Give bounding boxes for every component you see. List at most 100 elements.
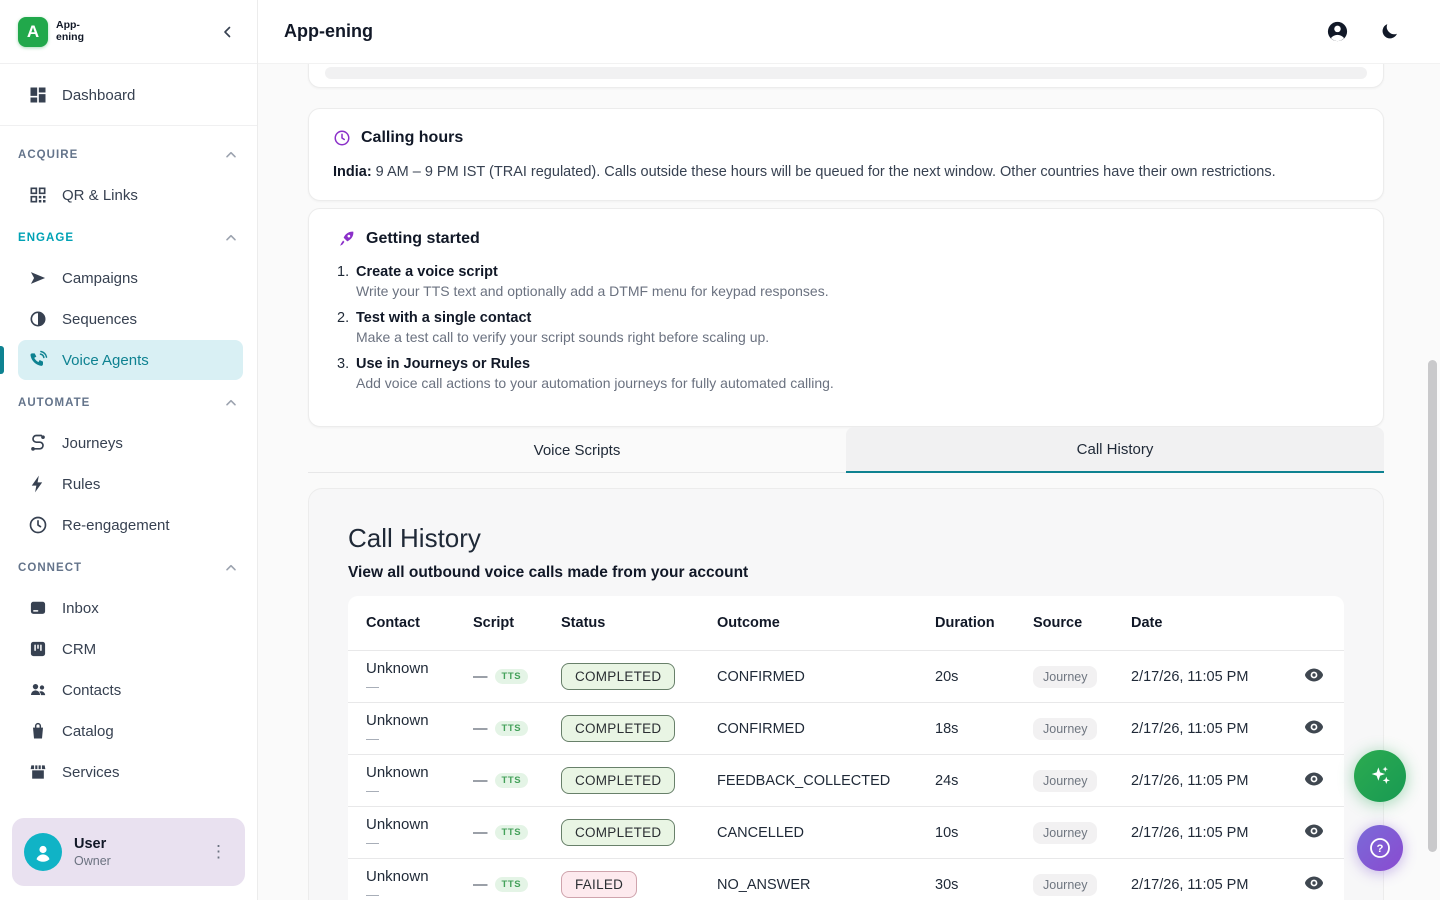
kanban-icon [28, 639, 48, 659]
sidebar-item-qr-links[interactable]: QR & Links [18, 175, 243, 215]
user-avatar [24, 833, 62, 871]
step-number: 1. [337, 264, 356, 280]
topbar: App-ening [258, 0, 1440, 64]
tab-label: Voice Scripts [534, 442, 621, 459]
sidebar-item-journeys[interactable]: Journeys [18, 423, 243, 463]
column-header-status: Status [561, 615, 717, 631]
send-icon [28, 268, 48, 288]
page-title: App-ening [284, 21, 373, 42]
clock-icon [333, 129, 351, 147]
sidebar-item-label: QR & Links [62, 187, 138, 204]
ai-assistant-button[interactable] [1354, 750, 1406, 802]
calling-hours-label: India: [333, 164, 372, 180]
status-badge: FAILED [561, 871, 637, 898]
getting-started-step: 3.Use in Journeys or Rules Add voice cal… [337, 356, 1355, 391]
duration-value: 20s [935, 669, 1033, 685]
column-header-duration: Duration [935, 615, 1033, 631]
sidebar-item-catalog[interactable]: Catalog [18, 711, 243, 751]
sidebar-item-contacts[interactable]: Contacts [18, 670, 243, 710]
sidebar-item-campaigns[interactable]: Campaigns [18, 258, 243, 298]
scrollbar-thumb[interactable] [1428, 360, 1437, 852]
sequences-icon [28, 309, 48, 329]
sidebar-item-crm[interactable]: CRM [18, 629, 243, 669]
duration-value: 18s [935, 721, 1033, 737]
sidebar-item-label: Inbox [62, 600, 99, 617]
getting-started-steps: 1.Create a voice script Write your TTS t… [337, 264, 1355, 391]
view-call-button[interactable] [1302, 871, 1326, 895]
view-call-button[interactable] [1302, 663, 1326, 687]
eye-icon [1302, 819, 1326, 843]
tts-badge: TTS [495, 877, 529, 892]
tab-call-history[interactable]: Call History [846, 427, 1384, 473]
appointments-icon [28, 803, 48, 804]
help-button[interactable]: ? [1357, 825, 1403, 871]
sidebar-item-label: Voice Agents [62, 352, 149, 369]
inbox-icon [28, 598, 48, 618]
tts-badge: TTS [495, 825, 529, 840]
tab-label: Call History [1077, 441, 1154, 458]
contact-name: Unknown [366, 816, 473, 833]
sidebar-item-voice-agents[interactable]: Voice Agents [18, 340, 243, 380]
view-call-button[interactable] [1302, 819, 1326, 843]
table-row: Unknown — —TTS COMPLETED CONFIRMED 20s J… [348, 650, 1344, 702]
sidebar-item-rules[interactable]: Rules [18, 464, 243, 504]
sidebar-item-appointments[interactable]: Appointments [18, 793, 243, 804]
sidebar-item-label: Catalog [62, 723, 114, 740]
tab-voice-scripts[interactable]: Voice Scripts [308, 427, 846, 473]
user-card[interactable]: User Owner ⋮ [12, 818, 245, 886]
sidebar-item-inbox[interactable]: Inbox [18, 588, 243, 628]
status-badge: COMPLETED [561, 767, 675, 794]
eye-icon [1302, 715, 1326, 739]
status-badge: COMPLETED [561, 663, 675, 690]
moon-icon[interactable] [1379, 21, 1400, 42]
divider [0, 125, 257, 126]
view-call-button[interactable] [1302, 715, 1326, 739]
contact-sub: — [366, 887, 473, 900]
source-badge: Journey [1033, 874, 1097, 896]
contacts-icon [28, 680, 48, 700]
outcome-value: NO_ANSWER [717, 877, 935, 893]
getting-started-step: 1.Create a voice script Write your TTS t… [337, 264, 1355, 299]
sparkles-icon [1367, 763, 1393, 789]
sidebar-item-label: Dashboard [62, 87, 135, 104]
sidebar-section-acquire[interactable]: ACQUIRE [0, 136, 257, 174]
partial-card [308, 64, 1384, 88]
table-row: Unknown — — TTS FAILED NO_ANSWER 30s Jour… [348, 858, 1344, 900]
sidebar-collapse-button[interactable] [219, 23, 237, 41]
sidebar-item-sequences[interactable]: Sequences [18, 299, 243, 339]
view-call-button[interactable] [1302, 767, 1326, 791]
chevron-up-icon [223, 560, 239, 576]
duration-value: 10s [935, 825, 1033, 841]
contact-name: Unknown [366, 660, 473, 677]
script-name: — [473, 877, 488, 893]
contact-name: Unknown [366, 868, 473, 885]
call-history-panel: Call History View all outbound voice cal… [308, 488, 1384, 900]
script-name: — [473, 669, 488, 685]
duration-value: 30s [935, 877, 1033, 893]
main-area: App-ening Calling hours India:9 AM – 9 [258, 0, 1440, 900]
table-header-row: ContactScriptStatusOutcomeDurationSource… [348, 596, 1344, 650]
script-name: — [473, 825, 488, 841]
source-badge: Journey [1033, 770, 1097, 792]
sidebar-section-connect[interactable]: CONNECT [0, 549, 257, 587]
sidebar-section-engage[interactable]: ENGAGE [0, 219, 257, 257]
getting-started-step: 2.Test with a single contact Make a test… [337, 310, 1355, 345]
calling-hours-title: Calling hours [361, 129, 463, 147]
sidebar-item-dashboard[interactable]: Dashboard [18, 75, 243, 115]
sidebar-item-services[interactable]: Services [18, 752, 243, 792]
chevron-up-icon [223, 147, 239, 163]
active-indicator [0, 346, 4, 374]
date-value: 2/17/26, 11:05 PM [1131, 825, 1293, 841]
outcome-value: FEEDBACK_COLLECTED [717, 773, 935, 789]
user-role: Owner [74, 854, 111, 868]
tts-badge: TTS [495, 669, 529, 684]
chevron-up-icon [223, 230, 239, 246]
sidebar-section-automate[interactable]: AUTOMATE [0, 384, 257, 422]
user-circle-icon[interactable] [1326, 20, 1349, 43]
source-badge: Journey [1033, 822, 1097, 844]
sidebar-nav: Dashboard ACQUIRE QR & Links ENGAGE Camp… [0, 64, 257, 804]
sidebar-item-re-engagement[interactable]: Re-engagement [18, 505, 243, 545]
user-menu-icon[interactable]: ⋮ [204, 838, 233, 866]
eye-icon [1302, 663, 1326, 687]
rocket-icon [337, 229, 356, 248]
